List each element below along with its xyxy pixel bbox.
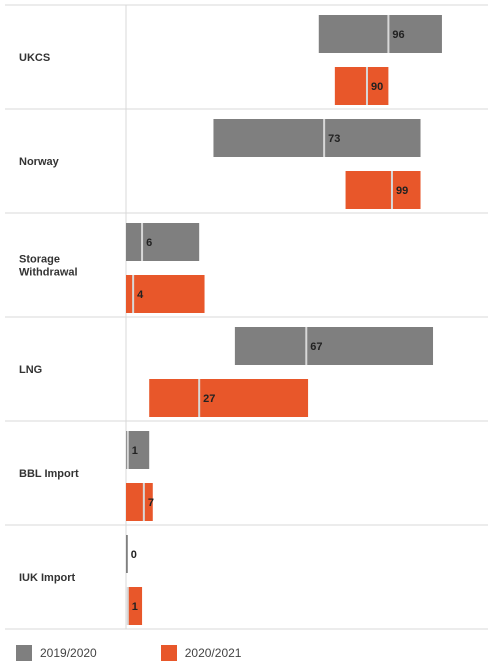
bar: [213, 119, 421, 157]
bar: [126, 535, 128, 573]
bar: [345, 171, 421, 209]
data-label: 0: [131, 549, 137, 561]
category-label: BBL Import: [19, 468, 79, 480]
data-label: 1: [132, 601, 138, 613]
legend-swatch-series-1: [16, 645, 32, 661]
data-label: 1: [132, 445, 138, 457]
bar: [126, 431, 150, 469]
legend-swatch-series-2: [160, 645, 177, 661]
bar: [318, 15, 442, 53]
data-label: 67: [310, 341, 322, 353]
data-label: 96: [392, 29, 404, 41]
data-label: 7: [148, 497, 154, 509]
category-label: UKCS: [19, 52, 50, 64]
bar: [234, 327, 434, 365]
data-label: 6: [146, 237, 152, 249]
category-separators: [5, 4, 488, 630]
data-label: 4: [137, 289, 144, 301]
bar: [127, 587, 143, 625]
data-label: 73: [328, 133, 340, 145]
legend-item-series-2: 2020/2021: [160, 645, 242, 661]
data-label: 90: [371, 81, 383, 93]
bar: [149, 379, 309, 417]
legend-label-series-1: 2019/2020: [40, 646, 97, 660]
category-label: Norway: [19, 156, 60, 168]
legend: 2019/2020 2020/2021: [16, 645, 241, 661]
data-label: 27: [203, 393, 215, 405]
bar: [126, 483, 153, 521]
bar: [126, 223, 200, 261]
legend-item-series-1: 2019/2020: [16, 645, 97, 661]
bar: [126, 275, 205, 313]
legend-label-series-2: 2020/2021: [184, 646, 242, 660]
category-label: Storage Withdrawal: [19, 254, 78, 279]
bar: [334, 67, 389, 105]
category-labels: UKCS Norway Storage Withdrawal LNG BBL Import…: [19, 52, 79, 584]
bars: 96 73 6 67 1 0 90 99 4 27 7 1: [126, 15, 442, 625]
category-label: LNG: [19, 364, 42, 376]
data-label: 99: [396, 185, 408, 197]
category-label: IUK Import: [19, 572, 76, 584]
